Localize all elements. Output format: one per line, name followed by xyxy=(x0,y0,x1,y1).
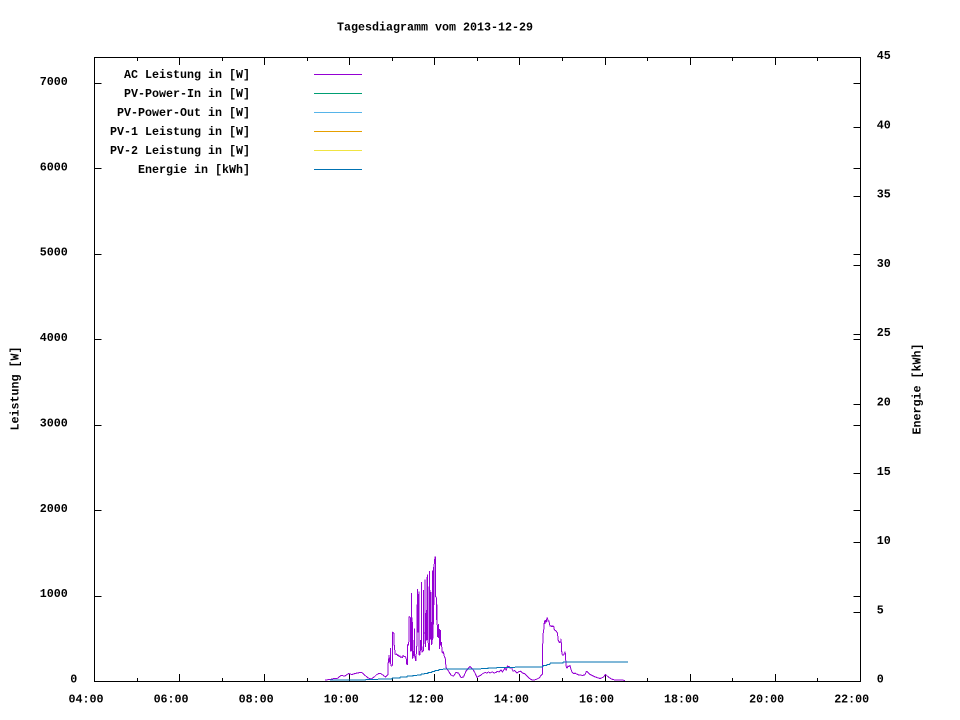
svg-text:35: 35 xyxy=(877,188,891,202)
svg-text:5000: 5000 xyxy=(40,246,68,260)
svg-text:06:00: 06:00 xyxy=(154,693,189,707)
svg-text:25: 25 xyxy=(877,326,891,340)
svg-text:5: 5 xyxy=(877,603,884,617)
svg-text:20: 20 xyxy=(877,395,891,409)
svg-text:0: 0 xyxy=(70,673,77,687)
svg-text:0: 0 xyxy=(877,673,884,687)
svg-text:3000: 3000 xyxy=(40,416,68,430)
svg-text:Energie [kWh]: Energie [kWh] xyxy=(911,344,925,435)
svg-text:AC Leistung in [W]: AC Leistung in [W] xyxy=(124,68,250,82)
svg-text:08:00: 08:00 xyxy=(239,693,274,707)
svg-text:30: 30 xyxy=(877,257,891,271)
svg-text:Tagesdiagramm vom 2013-12-29: Tagesdiagramm vom 2013-12-29 xyxy=(337,21,533,35)
svg-text:7000: 7000 xyxy=(40,75,68,89)
svg-text:04:00: 04:00 xyxy=(69,693,104,707)
svg-text:18:00: 18:00 xyxy=(664,693,699,707)
svg-text:Leistung [W]: Leistung [W] xyxy=(9,347,23,431)
svg-text:16:00: 16:00 xyxy=(579,693,614,707)
svg-text:2000: 2000 xyxy=(40,502,68,516)
svg-text:PV-2 Leistung in [W]: PV-2 Leistung in [W] xyxy=(110,144,250,158)
svg-text:6000: 6000 xyxy=(40,160,68,174)
svg-text:15: 15 xyxy=(877,465,891,479)
svg-text:14:00: 14:00 xyxy=(494,693,529,707)
svg-text:Energie in [kWh]: Energie in [kWh] xyxy=(138,163,250,177)
svg-text:1000: 1000 xyxy=(40,587,68,601)
svg-text:10:00: 10:00 xyxy=(324,693,359,707)
svg-text:PV-Power-In in [W]: PV-Power-In in [W] xyxy=(124,87,250,101)
svg-text:40: 40 xyxy=(877,118,891,132)
svg-text:20:00: 20:00 xyxy=(749,693,784,707)
svg-text:PV-Power-Out in [W]: PV-Power-Out in [W] xyxy=(117,106,250,120)
svg-text:4000: 4000 xyxy=(40,331,68,345)
svg-text:PV-1 Leistung in [W]: PV-1 Leistung in [W] xyxy=(110,125,250,139)
svg-text:45: 45 xyxy=(877,49,891,63)
svg-text:10: 10 xyxy=(877,534,891,548)
svg-text:12:00: 12:00 xyxy=(409,693,444,707)
svg-text:22:00: 22:00 xyxy=(834,693,869,707)
